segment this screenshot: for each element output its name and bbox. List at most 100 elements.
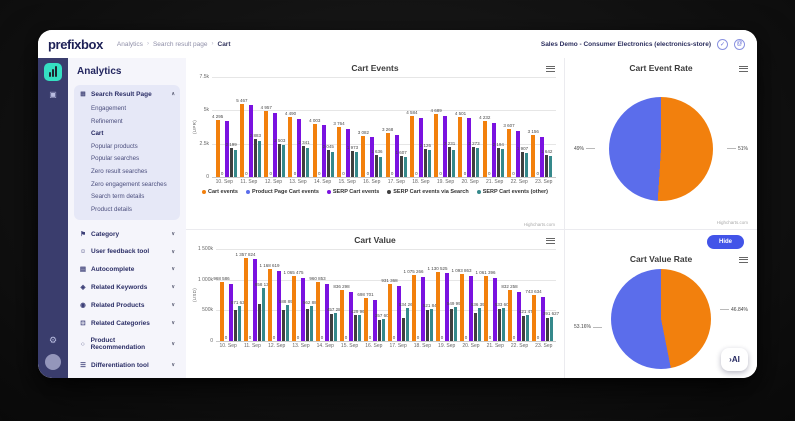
bar[interactable] — [444, 273, 449, 341]
bar[interactable] — [351, 150, 355, 177]
bar[interactable] — [219, 281, 224, 341]
chart-context-menu-icon[interactable] — [739, 255, 748, 264]
bar[interactable] — [315, 282, 320, 341]
bar[interactable] — [300, 277, 305, 341]
legend-item[interactable]: Product Page Cart events — [245, 189, 319, 195]
bar[interactable] — [273, 112, 278, 177]
bar[interactable] — [401, 317, 405, 341]
bar[interactable] — [423, 148, 427, 177]
bar[interactable] — [394, 135, 399, 177]
bar[interactable] — [458, 117, 463, 177]
sidebar-group-category[interactable]: ⚑ Category ∨ — [74, 225, 180, 243]
analytics-icon[interactable] — [44, 63, 62, 81]
bar[interactable] — [229, 147, 233, 177]
sidebar-group-autocomplete[interactable]: ▤ Autocomplete ∨ — [74, 260, 180, 278]
chart-context-menu-icon[interactable] — [546, 236, 555, 245]
bar[interactable] — [321, 125, 326, 177]
sidebar-item-popular-products[interactable]: Popular products — [91, 142, 138, 150]
sidebar-group-user-feedback-tool[interactable]: ☺ User feedback tool ∨ — [74, 243, 180, 260]
highcharts-credit[interactable]: Highcharts.com — [523, 222, 555, 227]
bar[interactable] — [549, 316, 553, 341]
status-check-icon[interactable]: ✓ — [717, 38, 728, 50]
sidebar-item-product-details[interactable]: Product details — [91, 205, 132, 213]
bar[interactable] — [281, 309, 285, 341]
bar[interactable] — [312, 123, 317, 177]
bar[interactable] — [420, 277, 425, 341]
bar[interactable] — [375, 155, 379, 177]
bar[interactable] — [476, 148, 480, 177]
bar[interactable] — [452, 149, 456, 177]
bar[interactable] — [411, 275, 416, 341]
bar[interactable] — [396, 285, 401, 341]
bar[interactable] — [540, 297, 545, 341]
pie-chart[interactable] — [609, 96, 713, 201]
bar[interactable] — [399, 155, 403, 177]
bar[interactable] — [291, 275, 296, 341]
bar[interactable] — [297, 119, 302, 177]
bar[interactable] — [267, 269, 272, 341]
sidebar-item-engagement[interactable]: Engagement — [91, 105, 127, 112]
sidebar-group-product-recommendation[interactable]: ○ Product Recommendation ∨ — [74, 332, 180, 356]
bar[interactable] — [261, 288, 265, 341]
bar[interactable] — [531, 134, 536, 177]
bar[interactable] — [434, 114, 439, 177]
bar[interactable] — [348, 291, 353, 341]
legend-item[interactable]: Cart events — [201, 189, 238, 195]
bar[interactable] — [521, 315, 525, 341]
settings-gear-icon[interactable]: ⚙ — [48, 335, 58, 345]
sidebar-group-related-categories[interactable]: ⊡ Related Categories ∨ — [74, 314, 180, 332]
bar[interactable] — [346, 128, 351, 177]
bar[interactable] — [333, 312, 337, 341]
bar[interactable] — [257, 304, 261, 341]
pie-chart[interactable] — [611, 268, 711, 369]
bar[interactable] — [228, 283, 233, 341]
bar[interactable] — [418, 117, 423, 177]
hide-button[interactable]: Hide — [706, 235, 744, 249]
legend-item[interactable]: SERP Cart events via Search — [387, 189, 469, 195]
bar[interactable] — [309, 306, 313, 341]
sidebar-item-search-term-details[interactable]: Search term details — [91, 193, 145, 201]
bar[interactable] — [467, 118, 472, 177]
bar[interactable] — [531, 295, 536, 341]
bar[interactable] — [435, 271, 440, 341]
bar[interactable] — [355, 152, 359, 177]
bar[interactable] — [448, 147, 452, 177]
sidebar-group-differentiation-tool[interactable]: ☰ Differentiation tool ∨ — [74, 356, 180, 374]
chart-context-menu-icon[interactable] — [739, 64, 748, 73]
legend-item[interactable]: SERP Cart events — [326, 189, 379, 195]
bar[interactable] — [516, 130, 521, 177]
user-avatar[interactable] — [45, 354, 61, 370]
bar[interactable] — [302, 145, 306, 177]
bar[interactable] — [278, 143, 282, 177]
bar[interactable] — [370, 137, 375, 177]
bar[interactable] — [405, 308, 409, 341]
legend-item[interactable]: SERP Cart events (other) — [476, 189, 548, 195]
sidebar-item-zero-engagement-searches[interactable]: Zero engagement searches — [91, 180, 167, 188]
bar[interactable] — [282, 145, 286, 177]
bar[interactable] — [329, 313, 333, 341]
sidebar-group-related-keywords[interactable]: ◈ Related Keywords ∨ — [74, 278, 180, 296]
bar[interactable] — [288, 117, 293, 177]
bar[interactable] — [372, 299, 377, 341]
bar[interactable] — [483, 275, 488, 341]
bar[interactable] — [545, 318, 549, 341]
bar[interactable] — [237, 305, 241, 341]
bar[interactable] — [379, 156, 383, 177]
bar[interactable] — [305, 309, 309, 341]
bar[interactable] — [363, 298, 368, 341]
bar[interactable] — [339, 289, 344, 341]
sidebar-item-refinement[interactable]: Refinement — [91, 117, 123, 125]
bar[interactable] — [521, 151, 525, 177]
bar[interactable] — [224, 121, 229, 177]
bar[interactable] — [453, 307, 457, 341]
bar[interactable] — [330, 151, 334, 177]
bar[interactable] — [243, 257, 248, 341]
bar[interactable] — [425, 309, 429, 341]
bar[interactable] — [491, 122, 496, 177]
chart-context-menu-icon[interactable] — [546, 64, 555, 73]
bar[interactable] — [239, 104, 244, 177]
bar[interactable] — [306, 147, 310, 177]
bar[interactable] — [326, 149, 330, 177]
breadcrumb-item[interactable]: Analytics — [116, 40, 143, 48]
bar[interactable] — [381, 319, 385, 341]
